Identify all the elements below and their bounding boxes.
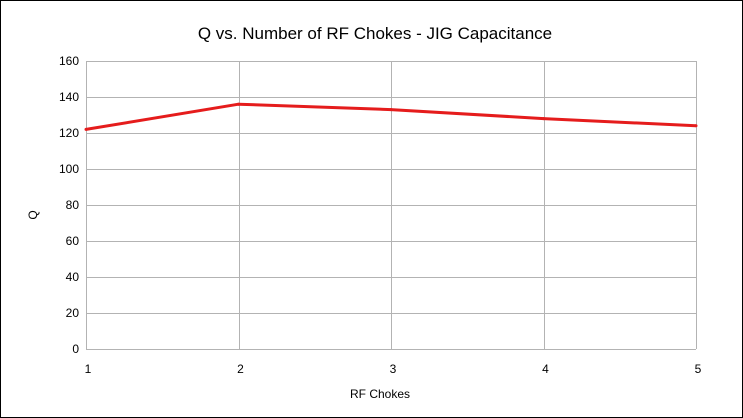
y-tick-label: 40 bbox=[66, 270, 80, 284]
x-tick-label: 1 bbox=[85, 362, 92, 376]
y-tick-label: 80 bbox=[66, 198, 80, 212]
x-tick-label: 2 bbox=[237, 362, 244, 376]
y-tick-label: 120 bbox=[59, 126, 79, 140]
y-tick-label: 0 bbox=[72, 342, 79, 356]
y-tick-label: 140 bbox=[59, 90, 79, 104]
x-tick-label: 3 bbox=[390, 362, 397, 376]
y-tick-label: 60 bbox=[66, 234, 80, 248]
data-point bbox=[694, 124, 698, 128]
y-axis-title: Q bbox=[26, 210, 40, 219]
y-tick-label: 160 bbox=[59, 54, 79, 68]
grid-layer bbox=[86, 61, 697, 350]
series-layer bbox=[84, 102, 698, 131]
chart-title: Q vs. Number of RF Chokes - JIG Capacita… bbox=[198, 24, 552, 43]
data-point bbox=[389, 108, 393, 112]
x-tick-label: 4 bbox=[542, 362, 549, 376]
y-tick-label: 100 bbox=[59, 162, 79, 176]
x-axis-title: RF Chokes bbox=[350, 387, 410, 401]
x-tick-label: 5 bbox=[695, 362, 702, 376]
data-point bbox=[542, 117, 545, 121]
tick-labels: 0 20 40 60 80 100 120 140 160 1 2 3 4 5 bbox=[59, 54, 702, 376]
data-point bbox=[237, 102, 240, 106]
data-point bbox=[84, 127, 88, 131]
y-tick-label: 20 bbox=[66, 306, 80, 320]
